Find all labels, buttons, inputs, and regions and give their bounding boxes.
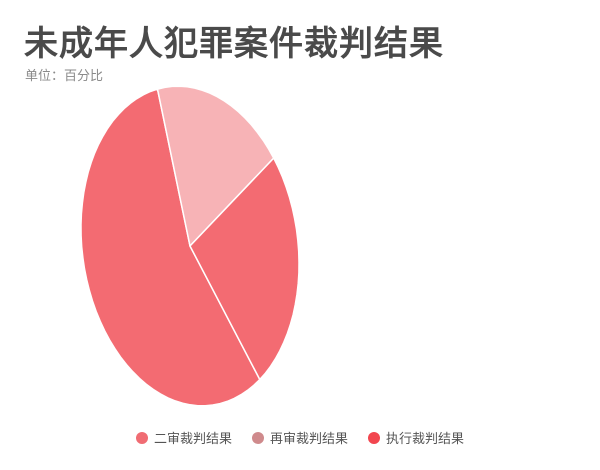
legend-item-1[interactable]: 二审裁判结果: [136, 428, 232, 447]
legend-marker-icon: [368, 432, 380, 444]
legend-item-2[interactable]: 再审裁判结果: [252, 428, 348, 447]
legend-item-3[interactable]: 执行裁判结果: [368, 428, 464, 447]
legend-label: 执行裁判结果: [386, 428, 464, 447]
legend-marker-icon: [252, 432, 264, 444]
legend-label: 再审裁判结果: [270, 428, 348, 447]
legend-marker-icon: [136, 432, 148, 444]
legend-label: 二审裁判结果: [154, 428, 232, 447]
chart-legend: 二审裁判结果 再审裁判结果 执行裁判结果: [0, 428, 600, 447]
